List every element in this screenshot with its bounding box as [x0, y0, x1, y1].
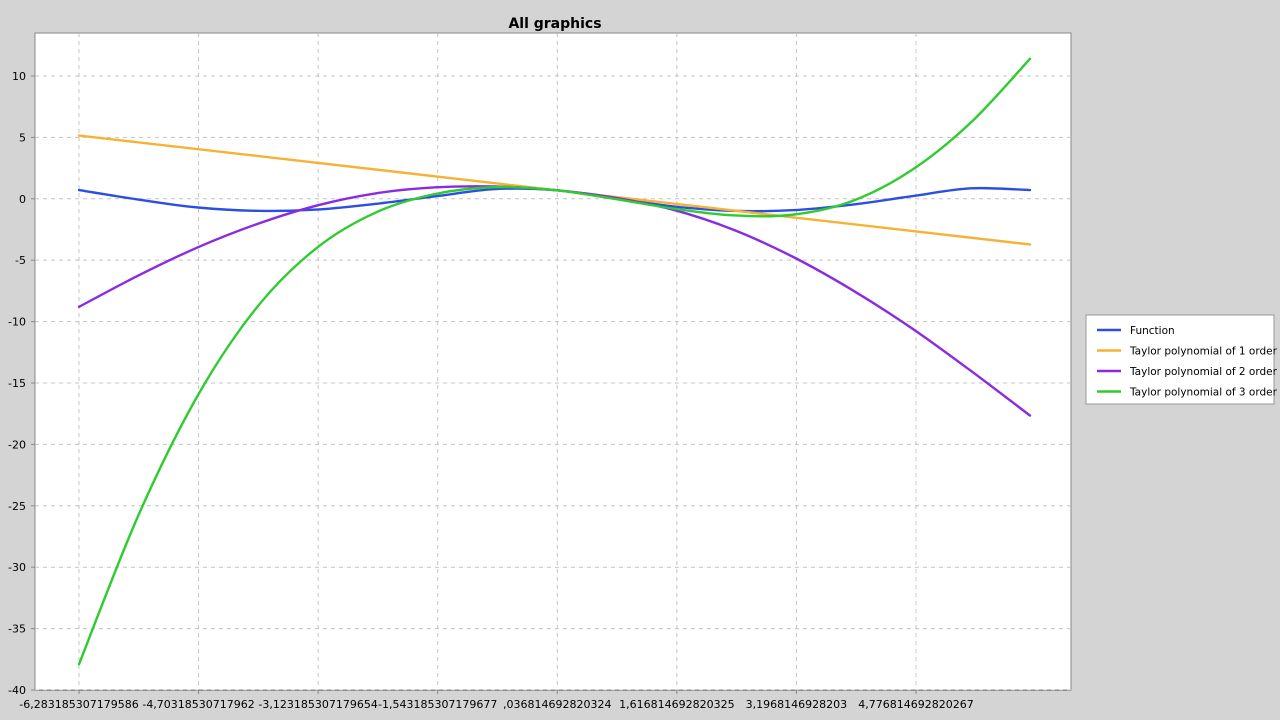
y-tick-label: -15 — [8, 377, 26, 390]
series-layer — [77, 57, 1032, 666]
series-line-3 — [77, 57, 1032, 666]
y-tick-label: -20 — [8, 438, 26, 451]
legend-label-0: Function — [1130, 325, 1175, 337]
x-tick-label: 1,616814692820325 — [619, 698, 734, 711]
x-tick-label: ,036814692820324 — [503, 698, 611, 711]
plot-area — [34, 32, 1072, 691]
y-tick-label: -10 — [8, 316, 26, 329]
x-tick-label: 3,1968146928203 — [746, 698, 847, 711]
x-tick-label: -1,543185307179677 — [378, 698, 497, 711]
x-tick-label: -6,283185307179586 — [19, 698, 138, 711]
legend: Function Taylor polynomial of 1 order Tayl… — [1085, 314, 1278, 405]
x-axis-ticks: -6,283185307179586 -4,70318530717962 -3,12… — [19, 690, 974, 711]
y-tick-label: -30 — [8, 561, 26, 574]
x-tick-label: 4,776814692820267 — [858, 698, 973, 711]
x-tick-label: -4,70318530717962 — [142, 698, 254, 711]
grid-layer — [35, 33, 1071, 691]
y-tick-label: 5 — [19, 131, 26, 144]
y-tick-label: 0 — [19, 193, 26, 206]
chart-title: All graphics — [508, 16, 601, 32]
y-tick-label: -40 — [8, 684, 26, 697]
legend-label-3: Taylor polynomial of 3 order — [1129, 387, 1278, 399]
y-tick-label: 10 — [12, 70, 26, 83]
y-tick-label: -5 — [15, 254, 26, 267]
y-axis-ticks: 10 5 0 -5 -10 -15 -20 -25 -30 -35 -40 — [8, 70, 35, 697]
y-tick-label: -25 — [8, 500, 26, 513]
y-tick-label: -35 — [8, 623, 26, 636]
legend-label-1: Taylor polynomial of 1 order — [1129, 346, 1278, 358]
x-tick-label: -3,123185307179654 — [258, 698, 377, 711]
legend-label-2: Taylor polynomial of 2 order — [1129, 366, 1278, 378]
